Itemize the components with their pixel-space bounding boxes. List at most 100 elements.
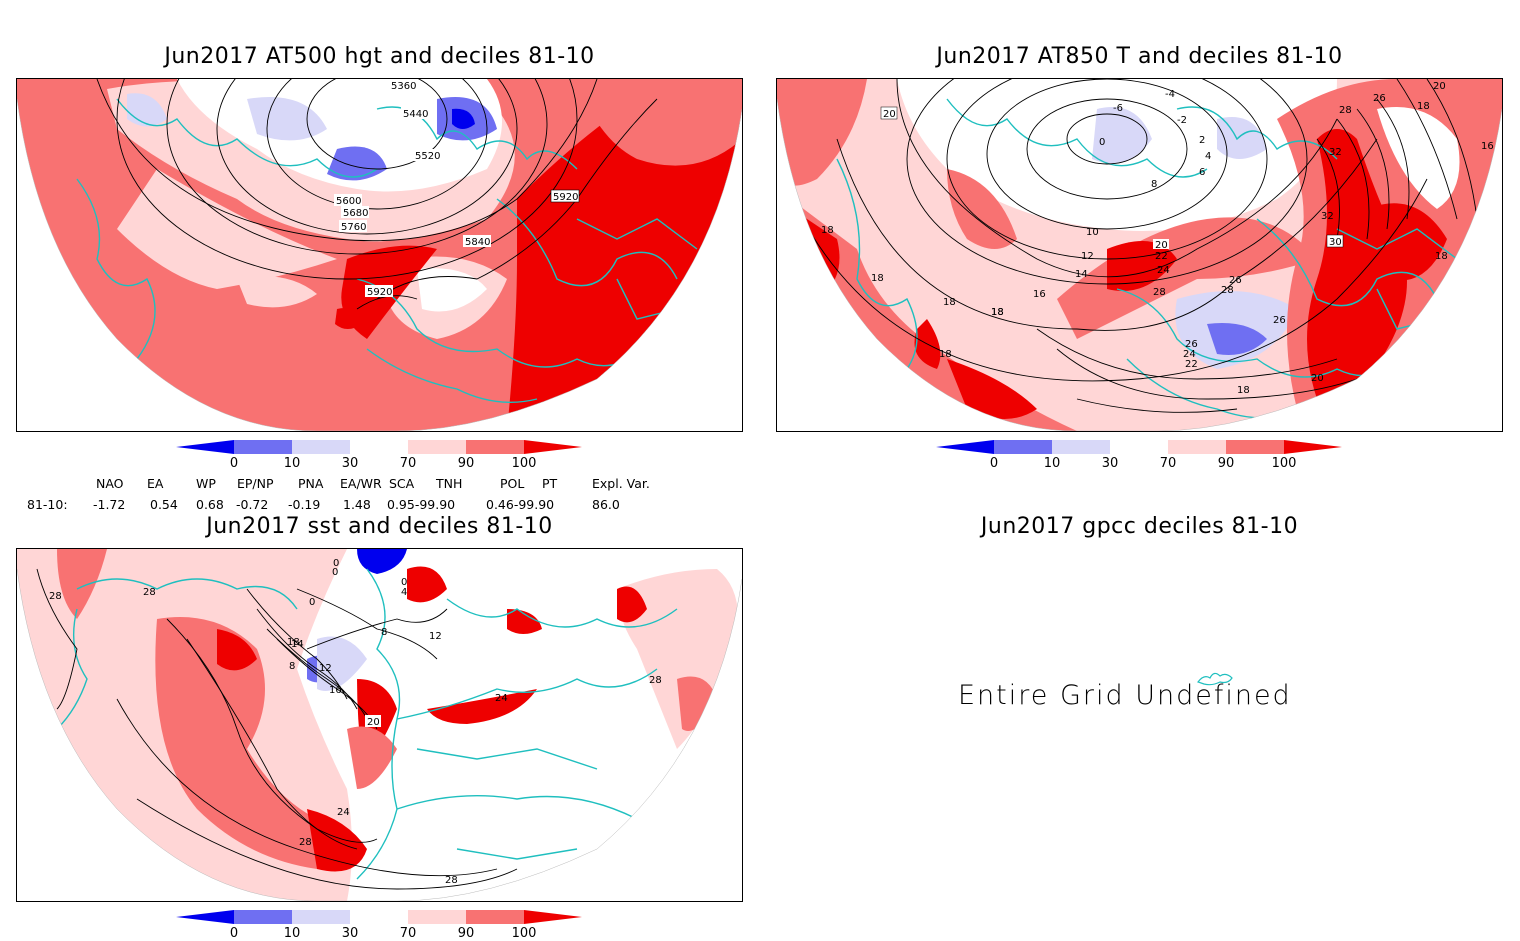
colorbar-swatch	[292, 910, 350, 924]
t850-temperature-contours	[796, 79, 1478, 413]
hgt-colorbar: 0 10 30 70 90 100	[176, 440, 586, 472]
hgt-map: 5360 5440 5520 5600 5680 5760 5840 5920 …	[17, 79, 742, 431]
contour-label: 26	[1229, 275, 1242, 286]
colorbar-swatch	[1168, 440, 1226, 454]
colorbar-tick-label: 10	[283, 456, 301, 471]
colorbar-swatches	[176, 910, 582, 924]
contour-label: 5520	[415, 151, 440, 162]
index-value-expl-var: 86.0	[592, 497, 620, 512]
colorbar-swatch	[350, 440, 408, 454]
contour-label: 22	[1155, 251, 1168, 262]
colorbar-swatch	[524, 440, 582, 454]
colorbar-swatch	[466, 910, 524, 924]
index-header-wp: WP	[196, 476, 216, 491]
hgt-contour-labels: 5360 5440 5520 5600 5680 5760 5840 5920 …	[334, 79, 580, 298]
contour-label: 20	[1433, 81, 1446, 92]
contour-label: 24	[1157, 265, 1170, 276]
hgt-panel-title: Jun2017 AT500 hgt and deciles 81-10	[164, 44, 595, 69]
t850-colorbar: 0 10 30 70 90 100	[936, 440, 1346, 472]
colorbar-tick-label: 0	[229, 456, 239, 471]
contour-label: 20	[1155, 240, 1168, 251]
index-row-label: 81-10:	[27, 497, 68, 512]
colorbar-tick-label: 100	[1271, 456, 1297, 471]
contour-label: 4	[1205, 151, 1211, 162]
contour-label: 20	[883, 109, 896, 120]
colorbar-tick-label: 10	[283, 926, 301, 941]
contour-label: 28	[143, 587, 156, 598]
contour-label: 0	[333, 558, 339, 569]
colorbar-tick-label: 90	[457, 926, 475, 941]
contour-label: 30	[1329, 237, 1342, 248]
sst-colorbar: 0 10 30 70 90 100	[176, 910, 586, 941]
t850-map: 18 20 -6 -4 -2 0 2 4 6 8 10 12 14 16 18 …	[777, 79, 1502, 431]
contour-label: 16	[1481, 141, 1494, 152]
sst-map: 28 28 0 0 0 0 4 8 8 12 12 14 16 18 20 24…	[17, 549, 742, 901]
colorbar-swatch	[408, 910, 466, 924]
contour-label: -6	[1113, 103, 1123, 114]
contour-label: 24	[495, 693, 508, 704]
t850-cold-anomaly	[1207, 323, 1267, 355]
gpcc-coastline-fragment	[1197, 672, 1233, 686]
contour-label: 8	[381, 627, 387, 638]
contour-label: 32	[1329, 147, 1342, 158]
colorbar-swatch	[1110, 440, 1168, 454]
contour-label: 8	[289, 661, 295, 672]
index-header-epnp: EP/NP	[237, 476, 274, 491]
contour-label: 24	[1183, 349, 1196, 360]
index-value-eawr: 1.48	[343, 497, 371, 512]
index-value-nao: -1.72	[93, 497, 126, 512]
contour-label: 10	[1086, 227, 1099, 238]
hgt-height-contours	[96, 79, 658, 310]
contour-label: 0	[309, 597, 315, 608]
index-value-pna: -0.19	[288, 497, 321, 512]
index-header-expl-var: Expl. Var.	[592, 476, 650, 491]
t850-contour-labels: 18 20 -6 -4 -2 0 2 4 6 8 10 12 14 16 18 …	[821, 81, 1494, 396]
t850-warm-anomaly	[1307, 129, 1407, 399]
contour-label: 0	[332, 567, 338, 578]
contour-label: 32	[1321, 211, 1334, 222]
contour-label: 18	[821, 225, 834, 236]
contour-label: 22	[1185, 359, 1198, 370]
index-value-sca-tnh: 0.95-99.90	[387, 497, 456, 512]
colorbar-tick-label: 0	[989, 456, 999, 471]
colorbar-swatch	[234, 440, 292, 454]
contour-label: 5840	[465, 237, 490, 248]
colorbar-swatch	[408, 440, 466, 454]
contour-label: 26	[1185, 339, 1198, 350]
colorbar-swatch	[292, 440, 350, 454]
sst-contours	[36, 568, 518, 890]
index-header-pol: POL	[500, 476, 525, 491]
colorbar-tick-label: 30	[1101, 456, 1119, 471]
colorbar-tick-label: 100	[511, 456, 537, 471]
colorbar-tick-label: 70	[1159, 456, 1177, 471]
contour-label: 26	[1373, 93, 1386, 104]
index-value-epnp: -0.72	[236, 497, 269, 512]
contour-label: 4	[401, 587, 407, 598]
contour-label: 0	[401, 577, 407, 588]
contour-label: 28	[299, 837, 312, 848]
colorbar-tick-label: 30	[341, 456, 359, 471]
colorbar-swatches	[176, 440, 582, 454]
colorbar-swatch	[176, 910, 234, 924]
index-header-eawr: EA/WR	[340, 476, 382, 491]
sst-contour-labels: 28 28 0 0 0 0 4 8 8 12 12 14 16 18 20 24…	[49, 558, 662, 886]
contour-label: 8	[1151, 179, 1157, 190]
contour-label: 5440	[403, 109, 428, 120]
contour-label: 5920	[367, 287, 392, 298]
colorbar-tick-label: 70	[399, 456, 417, 471]
colorbar-swatch	[994, 440, 1052, 454]
contour-label: 28	[649, 675, 662, 686]
colorbar-tick-label: 90	[457, 456, 475, 471]
colorbar-tick-label: 90	[1217, 456, 1235, 471]
contour-label: 14	[291, 639, 304, 650]
contour-label: 18	[991, 307, 1004, 318]
contour-label: 5920	[553, 192, 578, 203]
index-value-ea: 0.54	[150, 497, 178, 512]
contour-label: 28	[49, 591, 62, 602]
contour-label: 5680	[343, 208, 368, 219]
colorbar-swatch	[176, 440, 234, 454]
contour-label: 12	[319, 663, 332, 674]
contour-label: 16	[1033, 289, 1046, 300]
colorbar-swatch	[350, 910, 408, 924]
contour-label: 18	[1417, 101, 1430, 112]
